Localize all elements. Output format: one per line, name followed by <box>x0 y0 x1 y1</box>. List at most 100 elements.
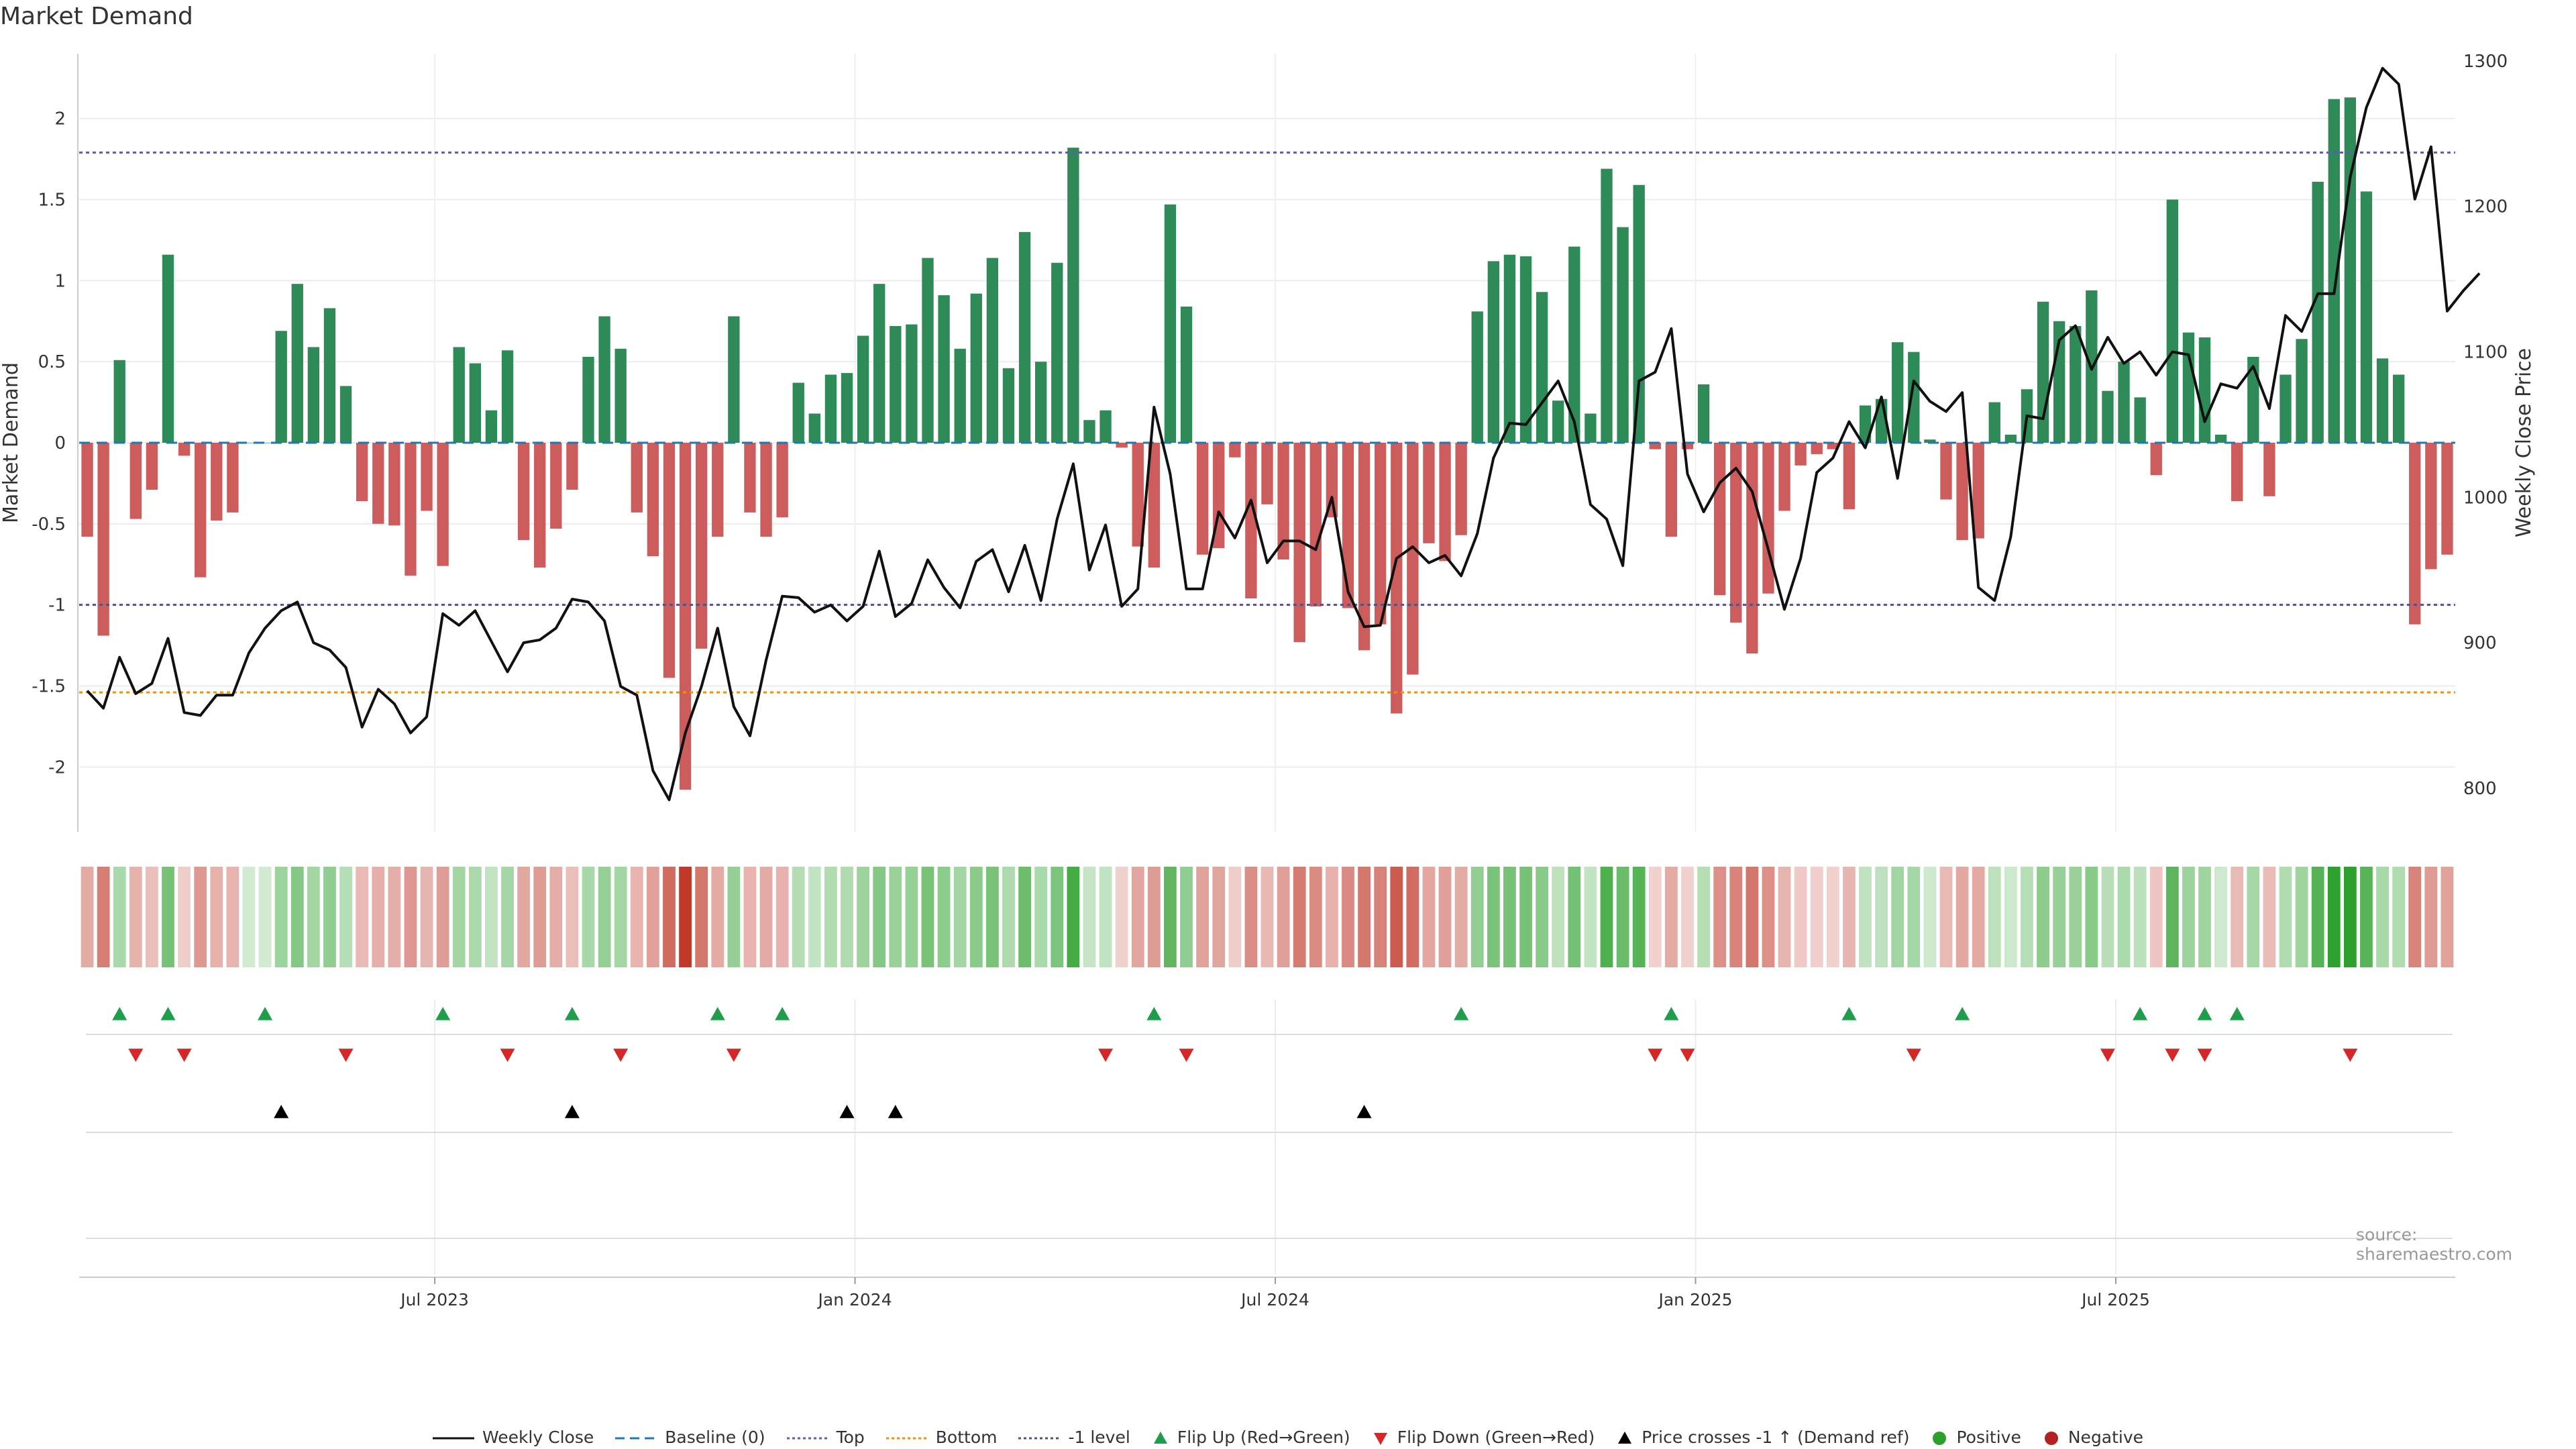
demand-bar <box>2118 362 2130 443</box>
heat-strip-cell <box>1115 867 1128 967</box>
heat-strip-cell <box>1843 867 1856 967</box>
heat-strip-cell <box>1034 867 1048 967</box>
demand-bar <box>2134 397 2146 443</box>
heat-strip-cell <box>743 867 757 967</box>
demand-bar <box>1132 443 1144 547</box>
heat-strip-cell <box>1826 867 1839 967</box>
heat-strip-cell <box>258 867 272 967</box>
demand-bar <box>1487 261 1500 443</box>
heat-strip-cell <box>307 867 320 967</box>
demand-bar <box>550 443 562 529</box>
flip-up-marker <box>160 1007 176 1020</box>
legend-label: Weekly Close <box>482 1428 594 1447</box>
heat-strip-cell <box>2133 867 2147 967</box>
y-tick-label: -1.5 <box>32 677 66 697</box>
y2-tick-label: 1300 <box>2463 52 2508 72</box>
demand-bar <box>1988 402 2000 443</box>
demand-bar <box>1924 439 1936 443</box>
y2-tick-label: 1100 <box>2463 342 2508 362</box>
demand-bar <box>356 443 368 501</box>
heat-strip-cell <box>1762 867 1775 967</box>
heat-strip-cell <box>1664 867 1678 967</box>
heat-strip-cell <box>323 867 336 967</box>
demand-bar <box>1018 231 1031 443</box>
heat-strip-cell <box>162 867 174 967</box>
heat-strip-cell <box>1568 867 1581 967</box>
legend-item: Price crosses -1 ↑ (Demand ref) <box>1616 1428 1909 1447</box>
heat-strip-cell <box>2231 867 2244 967</box>
demand-bar <box>841 373 853 443</box>
heat-strip-cell <box>2360 867 2373 967</box>
heat-strip-cell <box>1487 867 1500 967</box>
demand-bar <box>1229 443 1241 458</box>
y-tick-label: 1.5 <box>38 191 66 211</box>
heat-strip-cell <box>1083 867 1096 967</box>
flip-down-marker <box>1648 1049 1663 1062</box>
heat-strip-cell <box>1147 867 1161 967</box>
flip-down-marker <box>2197 1049 2212 1062</box>
demand-bar <box>162 254 174 443</box>
heat-strip-cell <box>1002 867 1015 967</box>
demand-bar <box>178 443 191 456</box>
legend-swatch <box>1018 1437 1061 1440</box>
demand-bar <box>405 443 417 576</box>
legend-item: Baseline (0) <box>615 1428 765 1447</box>
heat-strip-cell <box>146 867 158 967</box>
heat-strip-cell <box>1390 867 1403 967</box>
heat-strip-cell <box>1018 867 1031 967</box>
heat-strip-cell <box>824 867 837 967</box>
heat-strip-cell <box>1196 867 1210 967</box>
demand-bar <box>275 331 287 443</box>
heat-strip-cell <box>727 867 741 967</box>
demand-bar <box>1633 184 1645 443</box>
heat-strip-cell <box>1972 867 1985 967</box>
heat-strip-cell <box>2214 867 2228 967</box>
demand-bar <box>857 335 869 443</box>
heat-strip-cell <box>2165 867 2179 967</box>
heat-strip-cell <box>663 867 676 967</box>
demand-bar <box>1713 443 1726 596</box>
demand-bar <box>760 443 772 537</box>
demand-bar <box>211 443 223 521</box>
demand-bar <box>1358 443 1371 651</box>
flip-down-marker <box>128 1049 144 1062</box>
heat-strip-cell <box>436 867 449 967</box>
demand-bar <box>1778 443 1790 511</box>
demand-bar <box>469 363 482 443</box>
heat-strip-cell <box>501 867 514 967</box>
heat-strip-cell <box>533 867 547 967</box>
heat-strip-cell <box>2247 867 2260 967</box>
heat-strip-cell <box>1778 867 1791 967</box>
heat-strip-cell <box>969 867 983 967</box>
price-cross-marker <box>839 1105 855 1118</box>
demand-bar <box>323 308 336 443</box>
demand-bar <box>1746 443 1758 654</box>
demand-bar <box>1407 443 1419 675</box>
demand-bar <box>2263 443 2275 496</box>
heat-strip-cell <box>1713 867 1727 967</box>
demand-bar <box>2102 390 2114 443</box>
demand-bar <box>1940 443 1952 500</box>
heat-strip-cell <box>1697 867 1710 967</box>
demand-bar <box>2214 434 2227 443</box>
demand-bar <box>1342 443 1354 608</box>
y2-tick-label: 1200 <box>2463 197 2508 217</box>
demand-bar <box>1374 443 1387 625</box>
heat-strip-cell <box>695 867 708 967</box>
heat-strip-cell <box>2343 867 2357 967</box>
heat-strip-cell <box>274 867 288 967</box>
x-tick-label: Jan 2025 <box>1657 1290 1732 1309</box>
demand-bar <box>2182 332 2195 443</box>
heat-strip-cell <box>1616 867 1629 967</box>
heat-strip-cell <box>1131 867 1144 967</box>
flip-up-marker <box>564 1007 580 1020</box>
legend-label: Positive <box>1956 1428 2021 1447</box>
heat-strip-cell <box>857 867 870 967</box>
heat-strip-cell <box>1859 867 1872 967</box>
demand-bar <box>1794 443 1807 466</box>
demand-bar <box>2198 337 2211 443</box>
demand-bar <box>582 356 594 443</box>
demand-bar <box>663 443 676 678</box>
heat-strip-cell <box>2004 867 2017 967</box>
